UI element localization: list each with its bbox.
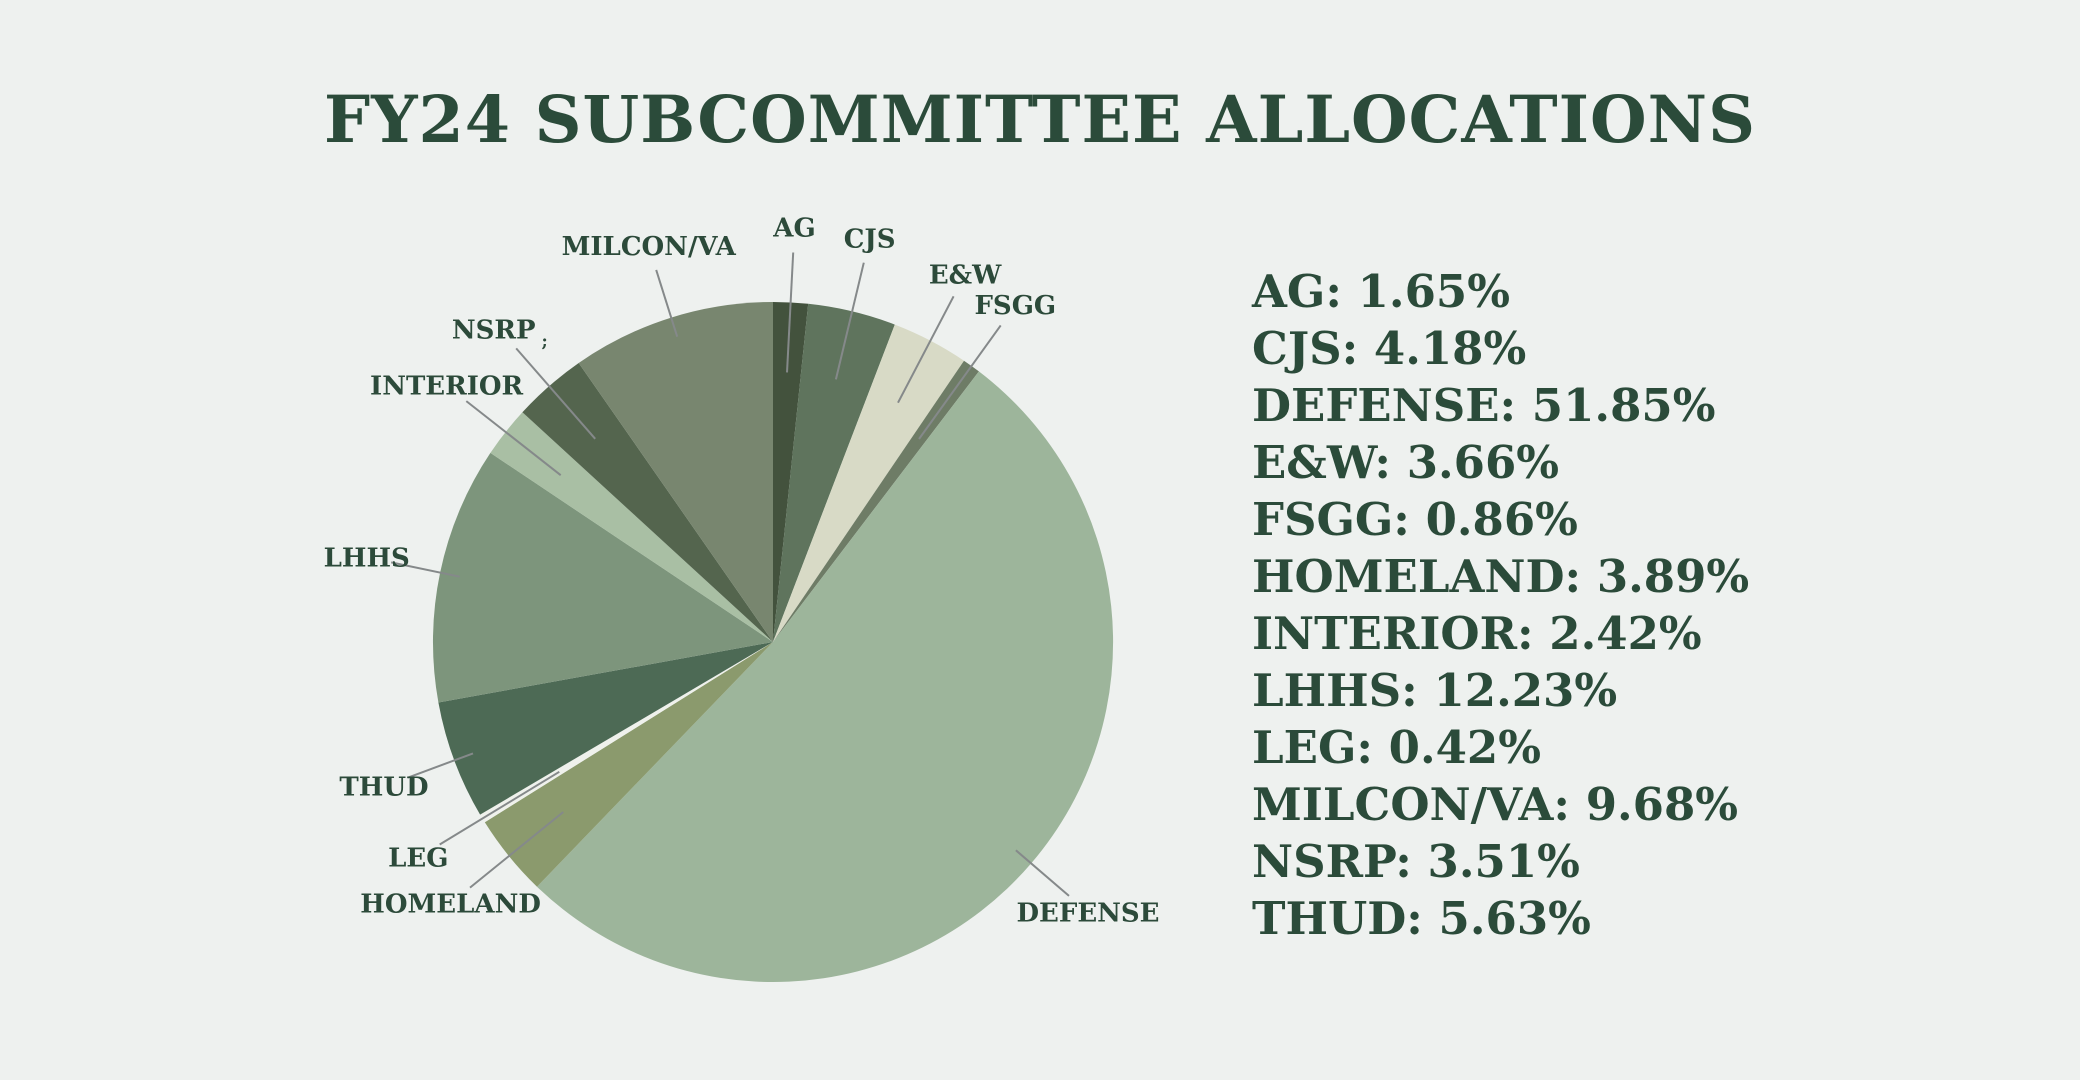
pie-slice-lhhs [432, 452, 773, 703]
slice-label-lhhs: LHHS [324, 543, 410, 573]
leader-line-cjs [834, 262, 865, 380]
legend-item: CJS: 4.18% [1252, 322, 1527, 375]
legend-item: LHHS: 12.23% [1252, 664, 1618, 717]
pie-slice-nsrp [522, 363, 773, 642]
leader-line-lhhs [390, 561, 460, 578]
legend-item: THUD: 5.63% [1252, 892, 1591, 945]
legend-item: AG: 1.65% [1252, 265, 1510, 318]
slice-label-defense: DEFENSE [1017, 898, 1160, 928]
leader-line-ag [786, 252, 795, 373]
leader-line-nsrp [515, 347, 596, 440]
slice-label-interior: INTERIOR [370, 372, 524, 402]
leader-line-milcon-va [655, 269, 679, 337]
legend-item: E&W: 3.66% [1252, 436, 1560, 489]
pie-slice-cjs [773, 303, 895, 642]
legend-item: FSGG: 0.86% [1252, 493, 1578, 546]
slice-label-e-w: E&W [929, 260, 1002, 290]
legend-item: DEFENSE: 51.85% [1252, 379, 1716, 432]
leader-line-interior [465, 400, 562, 476]
legend: AG: 1.65% CJS: 4.18% DEFENSE: 51.85% E&W: 3… [1252, 263, 1992, 947]
slice-label-thud: THUD [339, 773, 428, 803]
slice-label-milcon-va: MILCON/VA [562, 232, 737, 262]
leader-line-homeland [469, 811, 564, 889]
legend-item: HOMELAND: 3.89% [1252, 550, 1750, 603]
legend-item: MILCON/VA: 9.68% [1252, 778, 1739, 831]
pie-slice-homeland [484, 642, 773, 887]
leader-line-leg [439, 770, 560, 846]
leader-line-e-w [897, 295, 955, 404]
slice-label-leg: LEG [388, 844, 448, 874]
slice-label-ag: AG [772, 214, 815, 244]
pie-slice-milcon-va [578, 302, 773, 642]
legend-item: INTERIOR: 2.42% [1252, 607, 1702, 660]
pie-slice-interior [490, 412, 773, 642]
slice-label-cjs: CJS [844, 225, 896, 255]
slice-label-fsgg: FSGG [974, 291, 1056, 321]
pie-slice-thud [438, 642, 773, 815]
leader-line-defense [1015, 849, 1070, 897]
legend-item: LEG: 0.42% [1252, 721, 1542, 774]
slice-label-homeland: HOMELAND [360, 889, 541, 919]
pie-slice-ag [773, 301, 809, 642]
leader-line-fsgg [918, 324, 1002, 440]
pie-slice-defense [537, 371, 1114, 983]
pie-slice-e-w [773, 324, 964, 642]
pie-slice-fsgg [773, 360, 979, 642]
pie-slice-leg [480, 642, 773, 823]
leader-line-thud [407, 752, 474, 779]
slice-label-nsrp: NSRP ; [452, 316, 548, 352]
page-title: FY24 SUBCOMMITTEE ALLOCATIONS [323, 82, 1757, 158]
legend-item: NSRP: 3.51% [1252, 835, 1580, 888]
